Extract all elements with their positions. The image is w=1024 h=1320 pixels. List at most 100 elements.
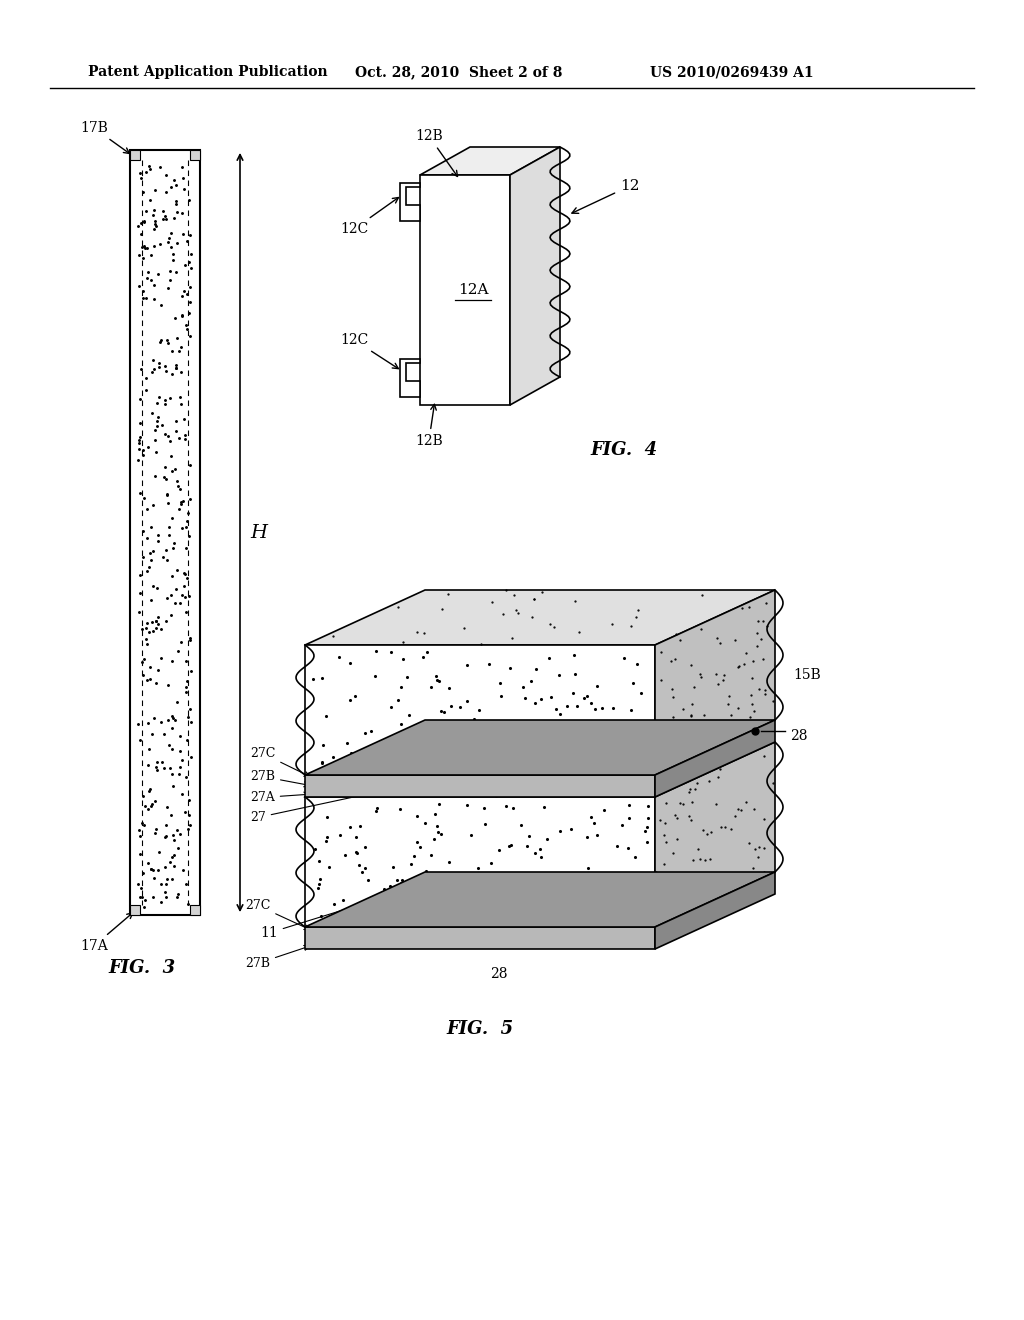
Point [168, 355, 184, 376]
Text: Oct. 28, 2010  Sheet 2 of 8: Oct. 28, 2010 Sheet 2 of 8 [355, 65, 562, 79]
Point [505, 797, 521, 818]
Point [417, 812, 433, 833]
Point [173, 631, 189, 652]
Point [153, 874, 169, 895]
Point [605, 727, 622, 748]
Point [581, 858, 597, 879]
Point [151, 352, 167, 374]
Point [131, 429, 147, 450]
Point [166, 169, 182, 190]
Point [418, 861, 434, 882]
Point [162, 387, 178, 408]
Point [612, 754, 629, 775]
Point [182, 257, 199, 279]
Point [143, 796, 160, 817]
Point [401, 705, 418, 726]
Point [150, 751, 166, 772]
Point [577, 688, 593, 709]
Point [369, 797, 385, 818]
Point [428, 665, 444, 686]
Point [180, 251, 197, 272]
Text: 17A: 17A [80, 913, 133, 953]
Point [622, 808, 638, 829]
Point [178, 676, 195, 697]
Point [178, 318, 195, 339]
Point [459, 795, 475, 816]
Point [178, 315, 195, 337]
Point [136, 890, 153, 911]
Point [358, 746, 375, 767]
Point [164, 651, 180, 672]
Text: 27B: 27B [245, 945, 309, 970]
Point [338, 733, 354, 754]
Point [389, 689, 406, 710]
Point [504, 886, 520, 907]
Point [153, 619, 169, 640]
Point [587, 721, 603, 742]
Text: 27C: 27C [250, 747, 309, 776]
Point [331, 756, 347, 777]
Bar [190, 906, 200, 915]
Point [139, 261, 156, 282]
Point [166, 207, 182, 228]
Point [322, 857, 338, 878]
Point [163, 223, 179, 244]
Point [182, 243, 199, 264]
Point [552, 704, 568, 725]
Point [181, 789, 198, 810]
Point [168, 411, 184, 432]
Point [486, 869, 503, 890]
Polygon shape [305, 742, 775, 797]
Point [453, 754, 469, 775]
Point [179, 231, 196, 252]
Point [357, 857, 374, 878]
Polygon shape [305, 645, 655, 775]
Point [527, 657, 544, 678]
Point [134, 440, 151, 461]
Point [577, 909, 593, 931]
Text: 28: 28 [790, 729, 808, 743]
Point [180, 190, 197, 211]
Point [179, 671, 196, 692]
Point [140, 156, 157, 177]
Point [134, 886, 151, 907]
Point [172, 387, 188, 408]
Point [341, 652, 357, 673]
Point [173, 750, 189, 771]
Point [173, 491, 189, 512]
Point [133, 168, 150, 189]
Point [440, 899, 457, 920]
Point [175, 168, 191, 189]
Point [140, 622, 157, 643]
Point [162, 430, 178, 451]
Point [562, 714, 579, 735]
Point [137, 618, 154, 639]
Point [580, 685, 596, 706]
Point [180, 302, 197, 323]
Point [336, 845, 352, 866]
Point [174, 784, 190, 805]
Point [622, 795, 638, 816]
Point [172, 824, 188, 845]
Point [159, 484, 175, 506]
Point [431, 876, 447, 898]
Point [156, 723, 172, 744]
Point [393, 676, 410, 697]
Point [639, 816, 655, 837]
Point [135, 445, 152, 466]
Point [144, 859, 161, 880]
Point [169, 640, 185, 661]
Point [402, 854, 419, 875]
Point [154, 329, 170, 350]
Point [154, 414, 170, 436]
Point [178, 767, 195, 788]
Point [150, 759, 166, 780]
Point [552, 821, 568, 842]
Point [359, 870, 376, 891]
Point [423, 676, 439, 697]
Point [539, 828, 555, 849]
Point [135, 181, 152, 202]
Point [176, 178, 193, 199]
Point [136, 896, 153, 917]
Point [167, 308, 183, 329]
